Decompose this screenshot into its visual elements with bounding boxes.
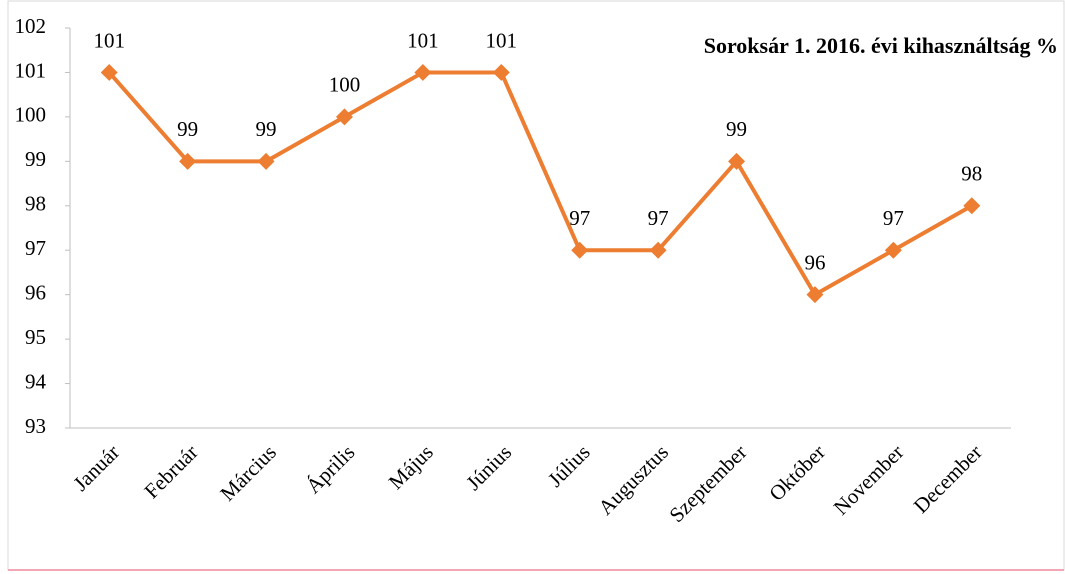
y-tick-label: 97 [25,236,46,260]
x-tick-label: Január [68,440,124,496]
line [107,70,973,297]
x-tick-label: Május [384,440,438,494]
x-tick-label: Október [764,440,830,506]
marker [179,152,197,170]
x-tick-label: Augusztus [593,440,673,520]
x-tick-label: Március [215,440,281,506]
y-tick-label: 102 [15,14,47,38]
data-label: 97 [569,206,590,230]
x-tick-label: December [909,440,987,518]
data-label: 100 [329,73,361,97]
y-tick-label: 99 [25,147,46,171]
marker [257,152,275,170]
marker [414,63,432,81]
data-label: 99 [177,117,198,141]
marker [806,286,824,304]
marker [335,108,353,126]
data-label: 96 [804,250,825,274]
x-tick-label: Szeptember [664,440,751,527]
marker [100,63,118,81]
data-label: 98 [961,162,982,186]
x-tick-label: November [829,440,909,520]
x-tick-label: Április [301,440,359,498]
y-tick-label: 93 [25,414,46,438]
marker [492,63,510,81]
marker [649,241,667,259]
y-tick-label: 96 [25,280,46,304]
data-label: 99 [726,117,747,141]
data-label: 101 [407,28,439,52]
x-tick-label: Július [543,440,595,492]
data-label: 101 [486,28,518,52]
y-tick-label: 100 [15,103,47,127]
marker [571,241,589,259]
chart-title: Soroksár 1. 2016. évi kihasználtság % [704,33,1058,58]
y-tick-label: 101 [15,58,47,82]
marker [963,197,981,215]
marker [728,152,746,170]
data-label: 97 [648,206,669,230]
y-tick-label: 98 [25,192,46,216]
y-tick-label: 95 [25,325,46,349]
data-label: 99 [256,117,277,141]
marker [884,241,902,259]
data-label: 97 [883,206,904,230]
x-tick-label: Február [139,440,202,503]
data-label: 101 [93,28,125,52]
x-tick-label: Június [461,440,516,495]
y-tick-label: 94 [25,369,47,393]
